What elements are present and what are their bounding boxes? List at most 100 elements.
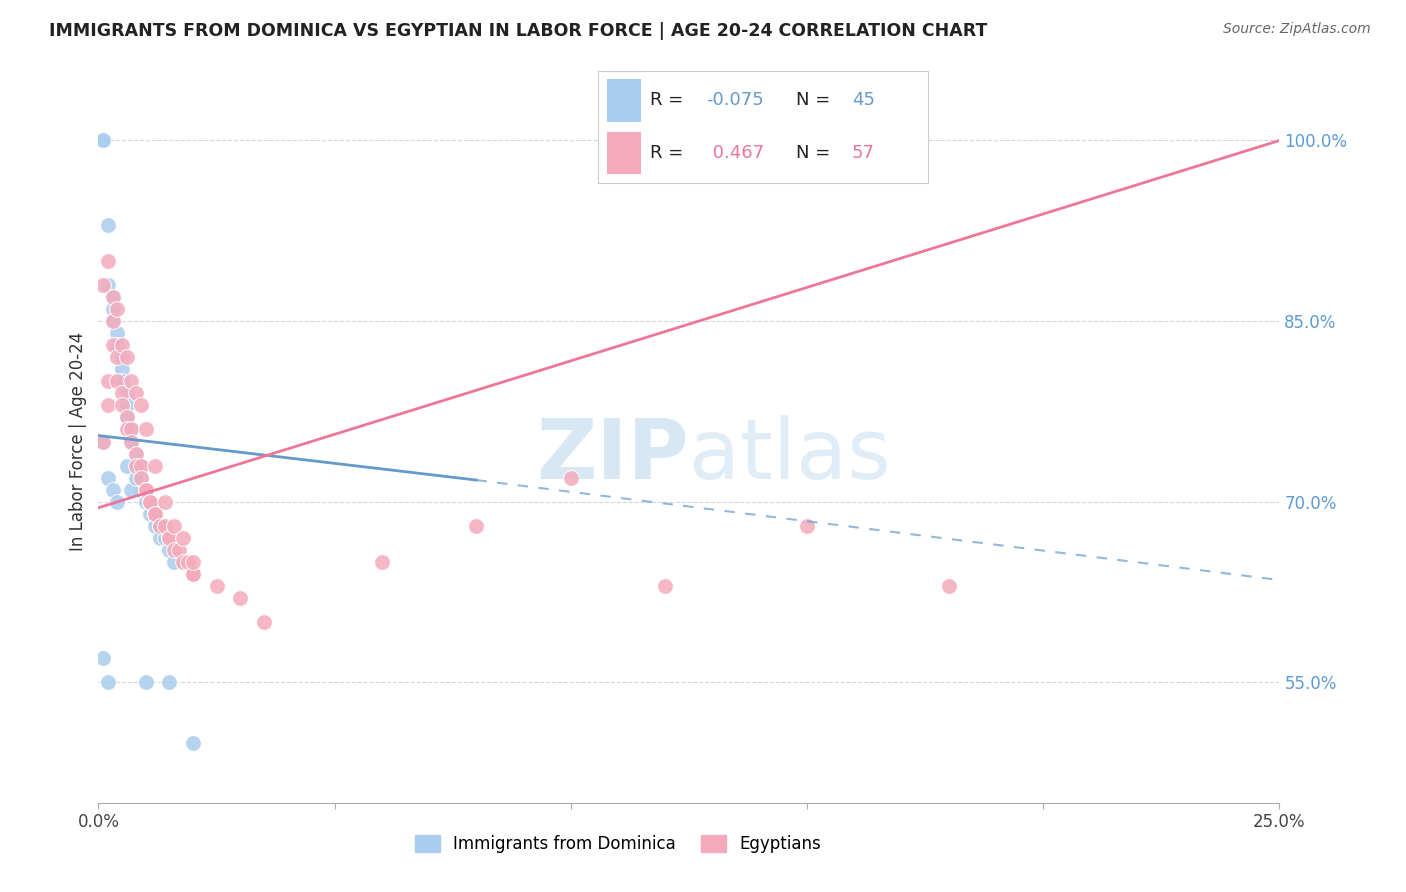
- Text: ZIP: ZIP: [537, 416, 689, 497]
- Point: [163, 542, 186, 557]
- Text: 0.467: 0.467: [707, 144, 763, 161]
- Point: [111, 398, 134, 412]
- Point: [181, 555, 204, 569]
- Text: 45: 45: [852, 91, 875, 110]
- Point: [157, 531, 180, 545]
- Point: [115, 386, 138, 401]
- Point: [97, 675, 120, 690]
- Point: [121, 423, 143, 437]
- Text: N =: N =: [796, 91, 835, 110]
- Point: [101, 483, 124, 497]
- Point: [91, 434, 114, 449]
- Point: [125, 386, 148, 401]
- Point: [105, 301, 128, 317]
- Point: [121, 423, 143, 437]
- Point: [91, 277, 114, 292]
- Point: [101, 314, 124, 328]
- Point: [121, 434, 143, 449]
- Point: [115, 458, 138, 473]
- Point: [157, 675, 180, 690]
- Point: [101, 301, 124, 317]
- Point: [129, 458, 152, 473]
- Point: [129, 471, 152, 485]
- Point: [654, 579, 676, 593]
- Point: [143, 519, 166, 533]
- Point: [129, 471, 152, 485]
- Point: [111, 338, 134, 352]
- Point: [101, 290, 124, 304]
- Text: Source: ZipAtlas.com: Source: ZipAtlas.com: [1223, 22, 1371, 37]
- Point: [121, 375, 143, 389]
- Point: [101, 314, 124, 328]
- Point: [125, 447, 148, 461]
- Point: [129, 483, 152, 497]
- Point: [135, 423, 157, 437]
- Point: [105, 338, 128, 352]
- Point: [181, 567, 204, 582]
- Point: [172, 555, 194, 569]
- Point: [111, 362, 134, 376]
- Point: [153, 531, 176, 545]
- Point: [181, 567, 204, 582]
- Point: [135, 675, 157, 690]
- Point: [105, 351, 128, 365]
- FancyBboxPatch shape: [607, 132, 641, 174]
- FancyBboxPatch shape: [607, 79, 641, 121]
- Point: [125, 471, 148, 485]
- Point: [135, 483, 157, 497]
- Point: [205, 579, 228, 593]
- Point: [560, 471, 582, 485]
- Point: [121, 434, 143, 449]
- Text: R =: R =: [651, 144, 689, 161]
- Point: [181, 736, 204, 750]
- Point: [149, 531, 172, 545]
- Point: [253, 615, 276, 630]
- Point: [115, 410, 138, 425]
- Point: [115, 398, 138, 412]
- Point: [129, 398, 152, 412]
- Point: [135, 483, 157, 497]
- Point: [91, 651, 114, 665]
- Text: 57: 57: [852, 144, 875, 161]
- Point: [125, 447, 148, 461]
- Point: [135, 495, 157, 509]
- Point: [177, 555, 200, 569]
- Point: [139, 495, 162, 509]
- Point: [139, 495, 162, 509]
- Y-axis label: In Labor Force | Age 20-24: In Labor Force | Age 20-24: [69, 332, 87, 551]
- Point: [115, 410, 138, 425]
- Text: atlas: atlas: [689, 416, 890, 497]
- Point: [153, 495, 176, 509]
- Point: [149, 519, 172, 533]
- Point: [97, 471, 120, 485]
- Point: [97, 254, 120, 268]
- Point: [125, 458, 148, 473]
- Text: IMMIGRANTS FROM DOMINICA VS EGYPTIAN IN LABOR FORCE | AGE 20-24 CORRELATION CHAR: IMMIGRANTS FROM DOMINICA VS EGYPTIAN IN …: [49, 22, 987, 40]
- Point: [91, 434, 114, 449]
- Point: [163, 555, 186, 569]
- Point: [143, 507, 166, 521]
- Point: [796, 519, 818, 533]
- Point: [115, 351, 138, 365]
- Text: R =: R =: [651, 91, 689, 110]
- Point: [111, 386, 134, 401]
- Point: [139, 495, 162, 509]
- Point: [97, 375, 120, 389]
- Point: [172, 531, 194, 545]
- Point: [111, 351, 134, 365]
- Legend: Immigrants from Dominica, Egyptians: Immigrants from Dominica, Egyptians: [408, 828, 828, 860]
- Point: [371, 555, 394, 569]
- Point: [163, 519, 186, 533]
- Point: [153, 519, 176, 533]
- Text: -0.075: -0.075: [707, 91, 765, 110]
- Point: [143, 458, 166, 473]
- Point: [135, 483, 157, 497]
- Point: [139, 507, 162, 521]
- Point: [105, 495, 128, 509]
- Point: [157, 542, 180, 557]
- Point: [167, 542, 190, 557]
- Point: [121, 483, 143, 497]
- Point: [115, 423, 138, 437]
- Point: [143, 507, 166, 521]
- Point: [229, 591, 252, 606]
